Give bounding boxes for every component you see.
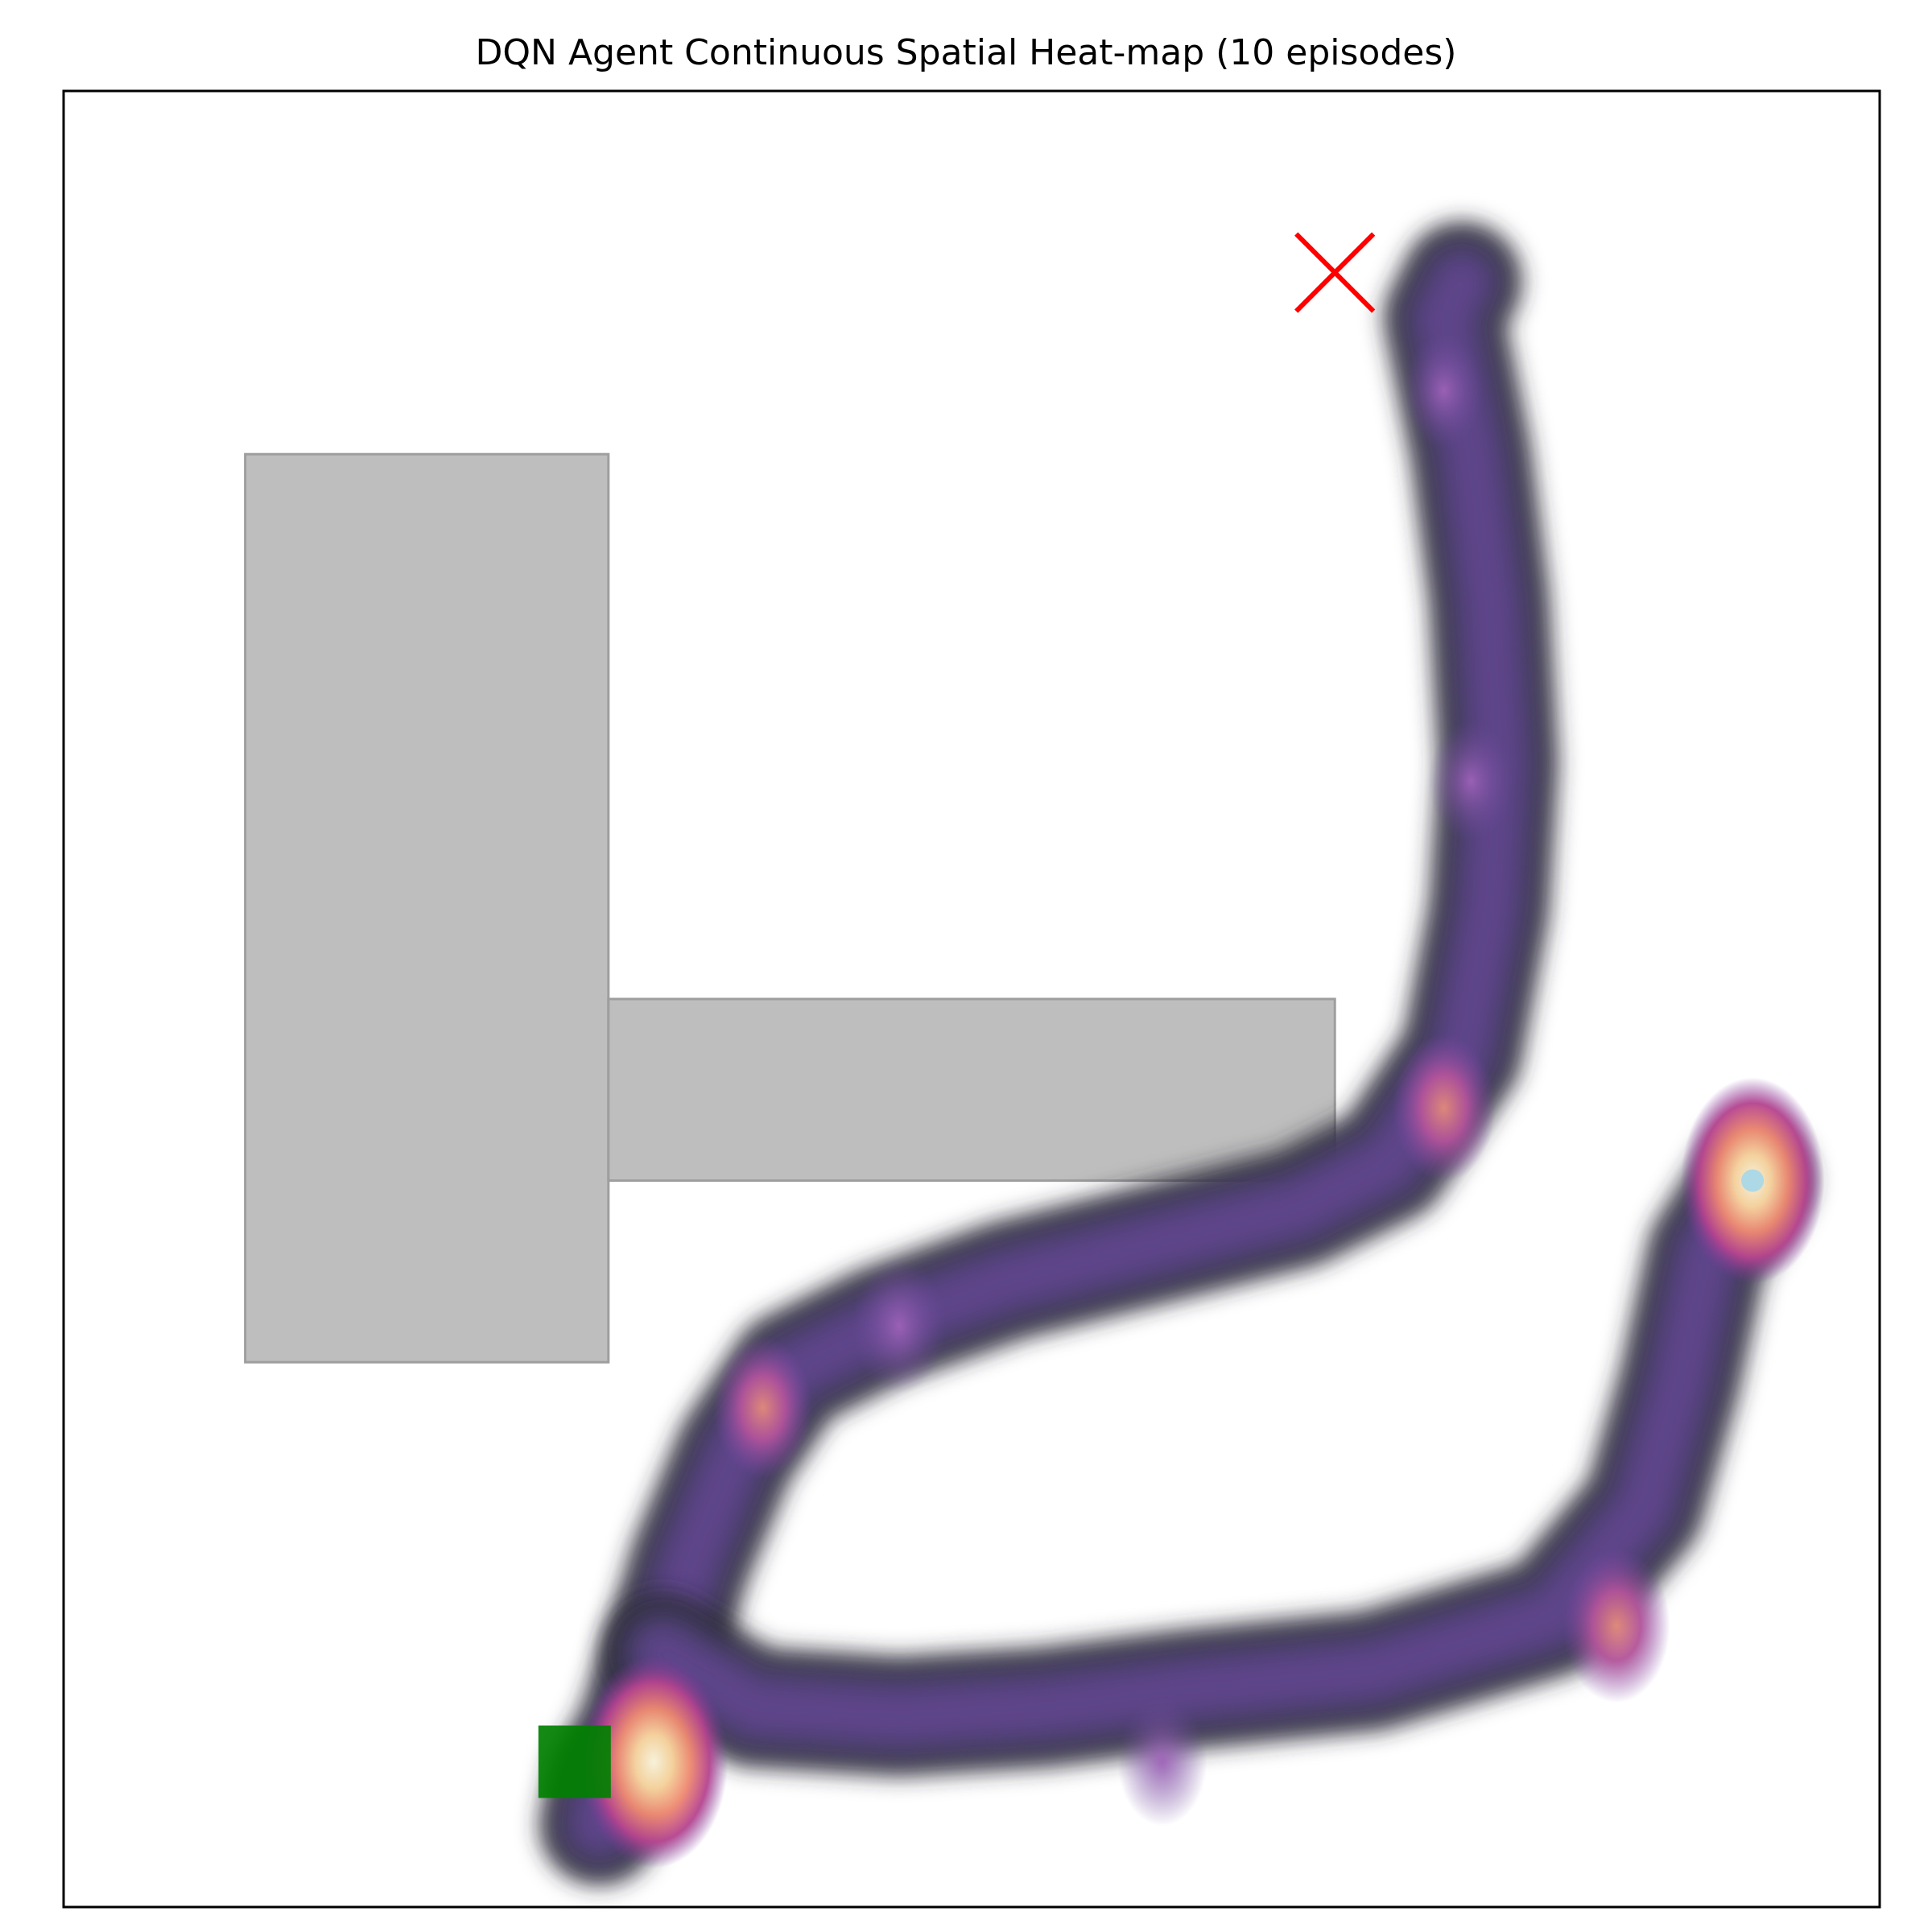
hotspot-3: [1392, 1034, 1496, 1183]
trajectory-return-band-3: [641, 1158, 1775, 1739]
obstacle-tall: [244, 452, 610, 1364]
hotspot-7: [1428, 720, 1514, 843]
markers-layer: [538, 232, 1765, 1798]
failure-x-marker: [1294, 232, 1376, 313]
hotspot-6: [1117, 1697, 1208, 1827]
plot-frame: [62, 89, 1881, 1909]
hotspot-2: [1563, 1548, 1670, 1703]
obstacle-wide: [607, 997, 1336, 1183]
hotspot-4: [713, 1336, 812, 1479]
hotspot-0: [580, 1655, 729, 1868]
chart-title: DQN Agent Continuous Spatial Heat-map (1…: [475, 32, 1457, 73]
obstacles-layer: [244, 452, 1336, 1364]
start-marker: [538, 1725, 611, 1798]
hotspot-8: [1403, 332, 1484, 449]
goal-marker: [1741, 1169, 1765, 1192]
hotspot-5: [852, 1258, 947, 1394]
density-layer: [539, 221, 1825, 1886]
